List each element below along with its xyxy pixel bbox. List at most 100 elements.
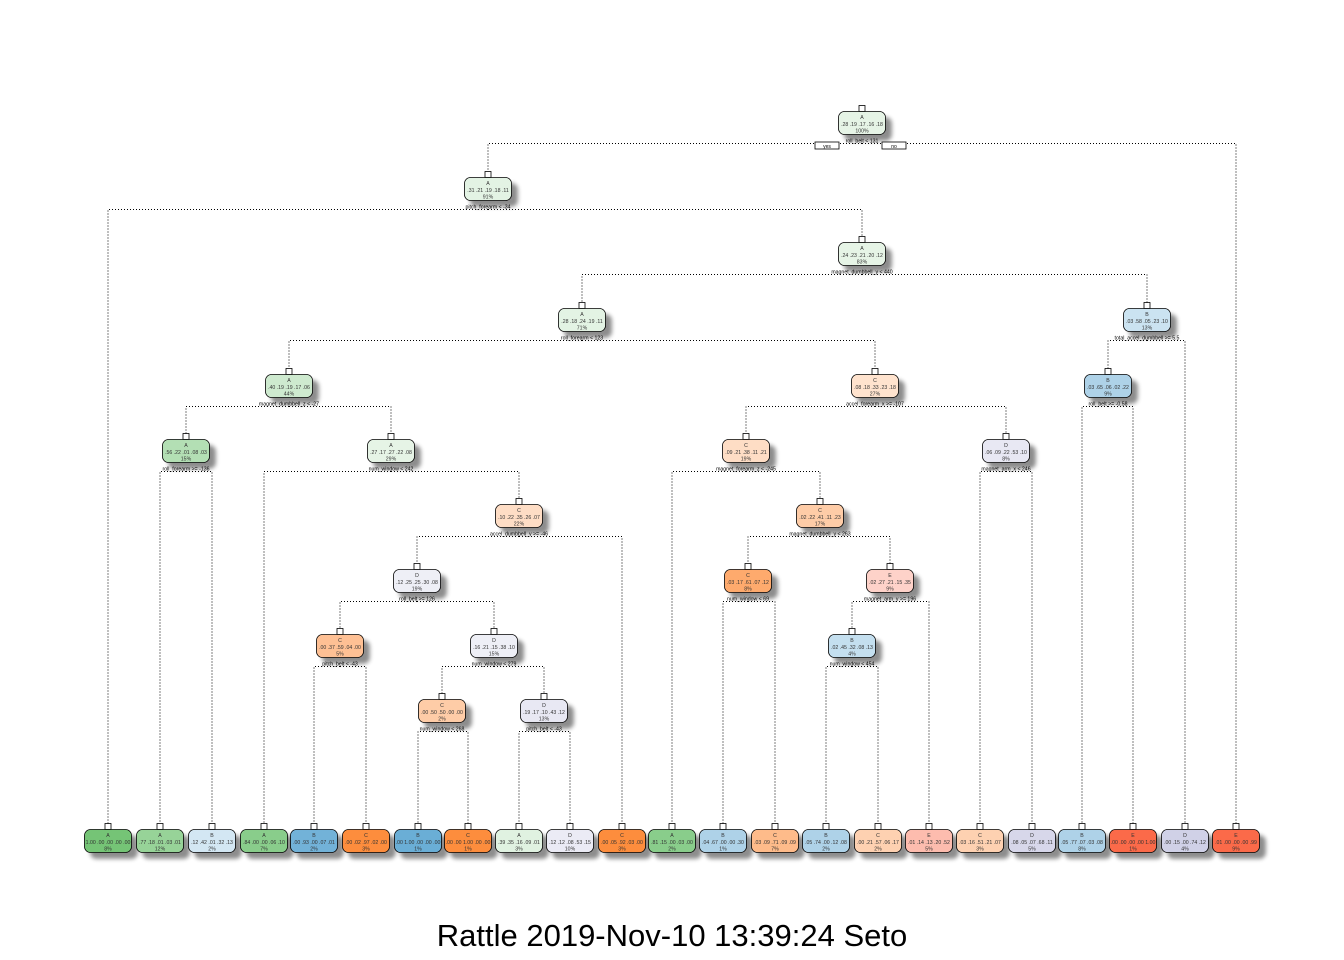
node-percentage: 9% bbox=[1104, 392, 1112, 398]
node-percentage: 2% bbox=[438, 717, 446, 723]
node-class-probabilities: .16 .21 .15 .38 .10 bbox=[473, 645, 515, 651]
node-percentage: 1% bbox=[414, 847, 422, 853]
node-percentage: 7% bbox=[260, 847, 268, 853]
node-percentage: 8% bbox=[1078, 847, 1086, 853]
node-class-probabilities: .56 .22 .01 .08 .03 bbox=[165, 450, 207, 456]
tree-edge bbox=[442, 731, 469, 827]
node-box bbox=[495, 829, 543, 853]
node-number-tab bbox=[285, 368, 293, 375]
node-split-rule: magnet_dumbbell_y < 263 bbox=[789, 532, 850, 538]
node-number-tab bbox=[925, 823, 933, 830]
node-class-label: B bbox=[312, 833, 316, 839]
tree-edge bbox=[825, 666, 852, 827]
tree-leaf-node: B.05 .74 .00 .12 .082% bbox=[802, 823, 850, 853]
node-number-tab bbox=[1143, 302, 1151, 309]
node-split-rule: pitch_belt < -43 bbox=[526, 727, 562, 733]
tree-leaf-node: A.39 .35 .16 .09 .013% bbox=[495, 823, 543, 853]
node-percentage: 12% bbox=[155, 847, 166, 853]
node-class-label: C bbox=[338, 638, 342, 644]
node-class-probabilities: .00 .93 .00 .07 .01 bbox=[293, 840, 335, 846]
no-branch-box bbox=[881, 141, 907, 150]
node-class-probabilities: .02 .27 .21 .15 .35 bbox=[869, 580, 911, 586]
node-split-rule: pitch_forearm < -34 bbox=[465, 205, 510, 211]
tree-leaf-node: E.01 .00 .00 .00 .999% bbox=[1212, 823, 1260, 853]
node-class-label: E bbox=[1131, 833, 1135, 839]
plot-caption: Rattle 2019-Nov-10 13:39:24 Seto bbox=[436, 918, 908, 953]
node-class-probabilities: .84 .00 .00 .06 .10 bbox=[243, 840, 285, 846]
node-percentage: 100% bbox=[855, 129, 869, 135]
node-box bbox=[866, 569, 914, 593]
node-class-label: D bbox=[542, 703, 546, 709]
tree-leaf-node: C.00 .05 .92 .03 .003% bbox=[598, 823, 646, 853]
node-class-label: E bbox=[1234, 833, 1238, 839]
node-number-tab bbox=[1104, 368, 1112, 375]
node-box bbox=[699, 829, 747, 853]
node-box bbox=[802, 829, 850, 853]
node-class-label: A bbox=[486, 181, 490, 187]
no-branch-label: no bbox=[891, 144, 897, 150]
tree-edge bbox=[979, 471, 1006, 827]
node-number-tab bbox=[413, 563, 421, 570]
node-split-rule: roll_forearm >= -136 bbox=[163, 467, 210, 473]
node-split-rule: accel_dumbbell_y >= -46 bbox=[490, 532, 548, 538]
node-class-probabilities: .24 .23 .21 .20 .12 bbox=[841, 253, 883, 259]
node-box bbox=[84, 829, 132, 853]
node-number-tab bbox=[260, 823, 268, 830]
node-number-tab bbox=[414, 823, 422, 830]
node-class-label: D bbox=[1030, 833, 1034, 839]
tree-edge bbox=[107, 209, 488, 827]
node-percentage: 3% bbox=[515, 847, 523, 853]
tree-edge bbox=[851, 601, 890, 632]
node-class-probabilities: .12 .12 .08 .53 .15 bbox=[549, 840, 591, 846]
node-box bbox=[854, 829, 902, 853]
node-class-label: A bbox=[287, 378, 291, 384]
node-class-probabilities: .03 .58 .05 .23 .10 bbox=[1126, 319, 1168, 325]
tree-edge bbox=[519, 536, 623, 827]
node-number-tab bbox=[515, 498, 523, 505]
node-number-tab bbox=[848, 628, 856, 635]
tree-split-node: C.03 .17 .61 .07 .128% num_window < 69 bbox=[724, 563, 772, 603]
node-split-rule: total_accel_dumbbell >= 5.5 bbox=[1115, 336, 1180, 342]
node-split-rule: magnet_arm_y >= 196 bbox=[864, 597, 916, 603]
node-class-probabilities: .01 .00 .00 .00 .99 bbox=[1215, 840, 1257, 846]
node-number-tab bbox=[208, 823, 216, 830]
node-percentage: 8% bbox=[1002, 457, 1010, 463]
node-number-tab bbox=[490, 628, 498, 635]
node-class-probabilities: .77 .18 .01 .03 .01 bbox=[139, 840, 181, 846]
node-class-label: B bbox=[850, 638, 854, 644]
node-class-probabilities: .02 .45 .32 .08 .13 bbox=[831, 645, 873, 651]
tree-leaf-node: B.00 1.00 .00 .00 .001% bbox=[394, 823, 442, 853]
node-class-label: D bbox=[415, 573, 419, 579]
tree-edge bbox=[391, 471, 520, 502]
node-class-label: C bbox=[440, 703, 444, 709]
node-class-probabilities: .00 .15 .00 .74 .12 bbox=[1164, 840, 1206, 846]
node-box bbox=[751, 829, 799, 853]
node-box bbox=[1058, 829, 1106, 853]
node-number-tab bbox=[742, 433, 750, 440]
node-percentage: 2% bbox=[874, 847, 882, 853]
tree-edge bbox=[339, 601, 417, 632]
node-split-rule: num_window < 279 bbox=[472, 662, 517, 668]
node-class-label: A bbox=[262, 833, 266, 839]
tree-edge bbox=[289, 406, 392, 437]
node-number-tab bbox=[1181, 823, 1189, 830]
tree-leaf-node: B.04 .67 .00 .00 .301% bbox=[699, 823, 747, 853]
tree-edge bbox=[581, 274, 862, 306]
node-number-tab bbox=[484, 171, 492, 178]
tree-split-node: C.00 .37 .59 .04 .005% pitch_belt < -43 bbox=[316, 628, 364, 668]
node-box bbox=[796, 504, 844, 528]
node-box bbox=[367, 439, 415, 463]
node-box bbox=[1212, 829, 1260, 853]
tree-edge bbox=[582, 340, 876, 372]
node-percentage: 5% bbox=[336, 652, 344, 658]
node-class-probabilities: .31 .21 .19 .18 .11 bbox=[467, 188, 509, 194]
node-percentage: 3% bbox=[976, 847, 984, 853]
